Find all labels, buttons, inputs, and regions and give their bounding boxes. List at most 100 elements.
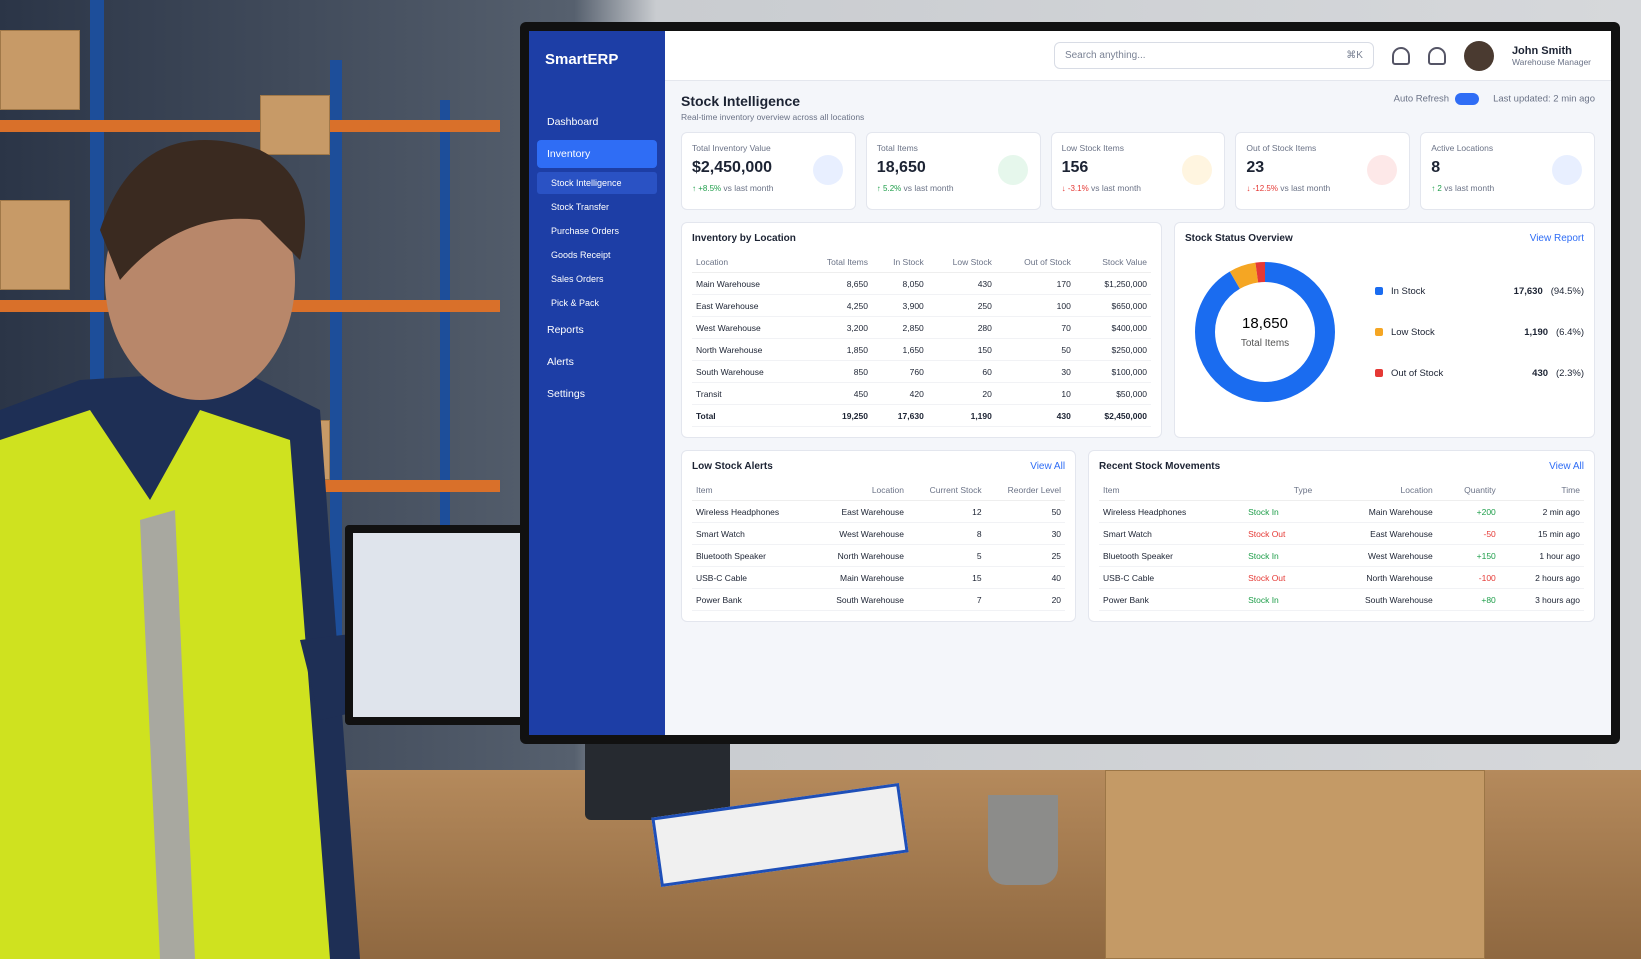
kpi-note: vs last month: [723, 183, 774, 193]
kpi-row: Total Inventory Value $2,450,000 ↑ +8.5% v…: [681, 132, 1595, 210]
menu-item[interactable]: Settings: [547, 388, 585, 400]
page-subtitle: Real-time inventory overview across all …: [681, 112, 865, 122]
menu-item[interactable]: Alerts: [547, 356, 574, 368]
kpi-label: Total Inventory Value: [692, 143, 771, 153]
cell: 19,250: [801, 404, 872, 427]
kpi-change-row: ↑ +8.5% vs last month: [692, 183, 845, 193]
table-row: Power Bank Stock In South Warehouse +80 3 ho…: [1099, 588, 1584, 611]
menu-item[interactable]: Reports: [547, 324, 584, 336]
submenu-item[interactable]: Pick & Pack: [551, 298, 600, 308]
messages-icon[interactable]: [1427, 46, 1446, 65]
avatar[interactable]: [1463, 40, 1494, 71]
cell: Stock In: [1244, 588, 1317, 611]
refresh: Auto Refresh Last updated: 2 min ago: [1394, 93, 1595, 105]
cell: 5: [907, 544, 986, 567]
table-row: Wireless Headphones Stock In Main Warehous…: [1099, 500, 1584, 523]
card-title: Low Stock Alerts: [692, 461, 773, 472]
auto-refresh-toggle[interactable]: [1455, 93, 1480, 105]
menu-item[interactable]: Dashboard: [547, 116, 599, 128]
box: [0, 30, 80, 110]
submenu-item[interactable]: Stock Transfer: [551, 202, 610, 212]
search-box[interactable]: Search anything... ⌘K: [1053, 42, 1374, 69]
kpi-card: Active Locations 8 ↑ 2 vs last month: [1420, 132, 1595, 210]
submenu-item[interactable]: Purchase Orders: [551, 226, 620, 236]
cell: 100: [995, 294, 1075, 317]
notifications-icon[interactable]: [1391, 46, 1410, 65]
table-row: East Warehouse 4,250 3,900 250 100 $650,000: [692, 294, 1151, 317]
column-header: Item: [692, 480, 810, 501]
cell: 8,050: [871, 272, 928, 295]
legend-pct: (94.5%): [1550, 285, 1584, 297]
cell: -100: [1436, 566, 1500, 589]
kpi-note: vs last month: [1444, 183, 1495, 193]
submenu-item[interactable]: Goods Receipt: [551, 250, 611, 260]
card-header: Recent Stock Movements View All: [1099, 461, 1584, 472]
cell: 3,900: [871, 294, 928, 317]
view-all[interactable]: View All: [1549, 461, 1584, 472]
cell: Main Warehouse: [1316, 500, 1437, 523]
main: Search anything... ⌘K John Smith Warehouse…: [665, 31, 1611, 735]
view-all[interactable]: View All: [1030, 461, 1066, 472]
box: [0, 200, 70, 290]
cell: 40: [985, 566, 1066, 589]
donut-center-value: 18,650: [1242, 315, 1288, 332]
user-name: John Smith: [1511, 44, 1572, 57]
kpi-icon: [812, 155, 843, 185]
cell: 850: [801, 360, 872, 383]
table-row: USB-C Cable Stock Out North Warehouse -100 2…: [1099, 566, 1584, 589]
sidebar: SmartERP Dashboard Inventory Stock Intellig…: [529, 31, 665, 735]
column-header: Current Stock: [907, 480, 986, 501]
status-body: 18,650 Total Items In Stock 17,630 (94.5%)…: [1185, 252, 1584, 412]
kpi-card: Total Items 18,650 ↑ 5.2% vs last month: [865, 132, 1041, 210]
cell: 1,190: [927, 404, 996, 427]
cell: 2,850: [871, 316, 928, 339]
column-header: Stock Value: [1074, 252, 1151, 273]
middle-row: Inventory by Location Location Total Items…: [681, 222, 1595, 438]
path: [140, 510, 195, 959]
movements-table: Item Type Location Quantity Time Wireless Hea…: [1099, 480, 1584, 611]
table-row: Power Bank South Warehouse 7 20: [692, 588, 1066, 611]
card-title: Stock Status Overview: [1184, 233, 1293, 244]
cell: +200: [1436, 500, 1500, 523]
kpi-label: Active Locations: [1431, 143, 1494, 153]
kpi-label: Low Stock Items: [1061, 143, 1124, 153]
cell: South Warehouse: [809, 588, 908, 611]
cell: 8: [907, 522, 986, 545]
menu-item[interactable]: Inventory: [537, 140, 657, 168]
column-header: Low Stock: [927, 252, 996, 273]
cell: 430: [927, 272, 996, 295]
cell: 150: [927, 338, 996, 361]
kpi-note: vs last month: [1090, 183, 1142, 193]
kpi-card: Out of Stock Items 23 ↓ -12.5% vs last mon…: [1235, 132, 1411, 210]
column-header: Item: [1099, 480, 1245, 501]
cell: 450: [801, 382, 872, 405]
column-header: Total Items: [801, 252, 872, 273]
last-updated: Last updated: 2 min ago: [1493, 93, 1595, 105]
submenu-item[interactable]: Sales Orders: [551, 274, 604, 284]
cell: $50,000: [1074, 382, 1151, 405]
table-row: Bluetooth Speaker North Warehouse 5 25: [692, 544, 1066, 567]
user[interactable]: John Smith Warehouse Manager: [1512, 45, 1591, 67]
kpi-icon: [1182, 155, 1213, 185]
cell: +150: [1436, 544, 1500, 567]
path: [100, 140, 305, 280]
cell: 1,650: [871, 338, 928, 361]
column-header: Location: [809, 480, 908, 501]
view-report[interactable]: View Report: [1529, 233, 1584, 244]
cell: 15: [907, 566, 986, 589]
shelf: [330, 60, 342, 660]
cell: Power Bank: [692, 588, 810, 611]
cell: USB-C Cable: [692, 566, 810, 589]
header-row: Item Type Location Quantity Time: [1099, 480, 1584, 501]
auto-refresh-label: Auto Refresh: [1393, 93, 1450, 105]
legend-row: Out of Stock 430 (2.3%): [1374, 368, 1584, 379]
cell: Smart Watch: [692, 522, 810, 545]
kpi-change: ↓ -12.5%: [1246, 184, 1278, 193]
cell: South Warehouse: [1316, 588, 1437, 611]
submenu-item[interactable]: Stock Intelligence: [537, 172, 657, 194]
column-header: Type: [1244, 480, 1317, 501]
card-header: Low Stock Alerts View All: [692, 461, 1065, 472]
box: [260, 95, 330, 155]
cell: 760: [871, 360, 928, 383]
